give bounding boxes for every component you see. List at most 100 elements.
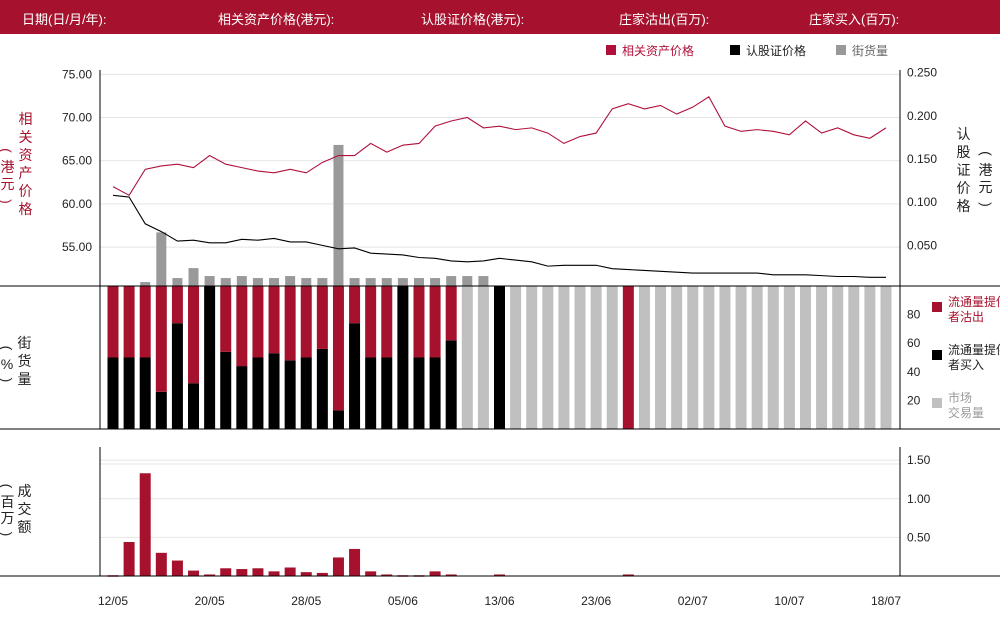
legend-swatch-lp-buy bbox=[932, 350, 942, 360]
market-bar bbox=[574, 286, 586, 429]
turnover-bar bbox=[365, 571, 377, 576]
street-bar bbox=[397, 278, 408, 286]
lp-sell-bar bbox=[171, 286, 183, 324]
x-tick-label: 13/06 bbox=[484, 594, 514, 608]
lp-sell-bar bbox=[349, 286, 361, 324]
street-bar bbox=[478, 276, 489, 286]
x-tick-label: 18/07 bbox=[871, 594, 901, 608]
lp-buy-bar bbox=[252, 357, 264, 429]
turnover-bar bbox=[236, 569, 248, 576]
street-bar bbox=[172, 278, 183, 286]
lp-buy-bar bbox=[123, 357, 135, 429]
market-bar bbox=[655, 286, 667, 429]
header-bar: 日期(日/月/年): 相关资产价格(港元): 认股证价格(港元): 庄家沽出(百… bbox=[0, 0, 1000, 34]
underlying-price-line bbox=[112, 96, 887, 197]
lp-buy-bar bbox=[349, 323, 361, 429]
market-bar bbox=[832, 286, 844, 429]
lp-sell-bar bbox=[381, 286, 393, 358]
market-bar bbox=[687, 286, 699, 429]
street-bar bbox=[349, 278, 360, 286]
legend-underlying: 相关资产价格 bbox=[622, 43, 694, 58]
market-bar bbox=[816, 286, 828, 429]
turnover-bar bbox=[155, 552, 167, 576]
lp-buy-bar bbox=[365, 357, 377, 429]
volume-tick-label: 60 bbox=[907, 336, 921, 350]
lp-sell-bar bbox=[413, 286, 425, 358]
street-bar bbox=[430, 278, 441, 286]
street-bar bbox=[381, 278, 392, 286]
lp-buy-bar bbox=[332, 410, 344, 429]
market-bar bbox=[461, 286, 473, 429]
right-axis-unit-warrant: ( 港元 ) bbox=[978, 151, 995, 207]
warrant-price-label: 认股证价格(港元): bbox=[421, 12, 525, 27]
market-bar bbox=[880, 286, 892, 429]
market-bar bbox=[719, 286, 731, 429]
mm-buy-label: 庄家买入(百万): bbox=[809, 12, 900, 27]
lp-sell-bar bbox=[139, 286, 151, 358]
turnover-bar bbox=[252, 568, 264, 576]
market-bar bbox=[590, 286, 602, 429]
market-bar bbox=[735, 286, 747, 429]
turnover-tick-label: 0.50 bbox=[907, 530, 931, 544]
left-tick-label: 65.00 bbox=[62, 154, 92, 168]
market-bar bbox=[558, 286, 570, 429]
street-bar bbox=[413, 278, 424, 286]
street-bar bbox=[317, 278, 328, 286]
lp-sell-bar bbox=[429, 286, 441, 358]
lp-sell-bar bbox=[316, 286, 328, 349]
underlying-price-label: 相关资产价格(港元): bbox=[218, 12, 335, 27]
lp-buy-bar bbox=[284, 360, 296, 429]
market-bar bbox=[799, 286, 811, 429]
lp-buy-bar bbox=[204, 286, 216, 429]
lp-sell-bar bbox=[236, 286, 248, 367]
left-tick-label: 55.00 bbox=[62, 240, 92, 254]
lp-sell-bar bbox=[284, 286, 296, 361]
mid-axis-title-street: 街货量 bbox=[17, 335, 32, 387]
legend-market-1: 市场 bbox=[948, 390, 972, 405]
street-bar bbox=[140, 282, 151, 286]
lp-buy-bar bbox=[236, 366, 248, 429]
turnover-bar bbox=[220, 568, 232, 576]
date-label: 日期(日/月/年): bbox=[22, 12, 107, 27]
legend-swatch-underlying bbox=[606, 45, 616, 55]
market-bar bbox=[767, 286, 779, 429]
x-tick-label: 23/06 bbox=[581, 594, 611, 608]
market-bar bbox=[638, 286, 650, 429]
street-bar bbox=[252, 278, 263, 286]
right-tick-label: 0.050 bbox=[907, 238, 937, 252]
lp-sell-bar bbox=[300, 286, 312, 358]
lp-buy-bar bbox=[429, 357, 441, 429]
legend-swatch-street bbox=[836, 45, 846, 55]
market-bar bbox=[606, 286, 618, 429]
lp-sell-bar bbox=[155, 286, 167, 392]
legend-warrant: 认股证价格 bbox=[746, 43, 806, 58]
x-tick-label: 02/07 bbox=[678, 594, 708, 608]
lp-sell-bar bbox=[252, 286, 264, 358]
x-tick-label: 10/07 bbox=[774, 594, 804, 608]
lp-buy-bar bbox=[445, 340, 457, 429]
lp-sell-bar bbox=[220, 286, 232, 352]
warrant-chart: 相关资产价格 认股证价格 街货量 流通量提供 者沽出 流通量提供 者买入 市场 … bbox=[0, 43, 1000, 608]
bottom-axis-title-turnover: 成交额 bbox=[17, 483, 32, 535]
street-bar bbox=[333, 144, 344, 286]
market-bar bbox=[783, 286, 795, 429]
turnover-bar bbox=[429, 571, 441, 576]
volume-tick-label: 20 bbox=[907, 393, 921, 407]
turnover-bar bbox=[332, 557, 344, 576]
street-bar bbox=[365, 278, 376, 286]
street-bar bbox=[301, 278, 312, 286]
turnover-bar bbox=[300, 572, 312, 576]
right-tick-label: 0.200 bbox=[907, 109, 937, 123]
turnover-tick-label: 1.00 bbox=[907, 492, 931, 506]
x-tick-label: 05/06 bbox=[388, 594, 418, 608]
turnover-bar bbox=[123, 542, 135, 576]
lp-buy-bar bbox=[268, 353, 280, 429]
warrant-price-line bbox=[112, 194, 886, 278]
turnover-bar bbox=[188, 570, 200, 576]
turnover-bar bbox=[171, 560, 183, 576]
lp-sell-bar bbox=[622, 286, 634, 429]
turnover-bar bbox=[494, 574, 505, 576]
x-tick-label: 20/05 bbox=[195, 594, 225, 608]
bottom-axis-unit-million: ( 百万 ) bbox=[0, 483, 15, 537]
mid-axis-unit-pct: ( % ) bbox=[0, 345, 15, 383]
